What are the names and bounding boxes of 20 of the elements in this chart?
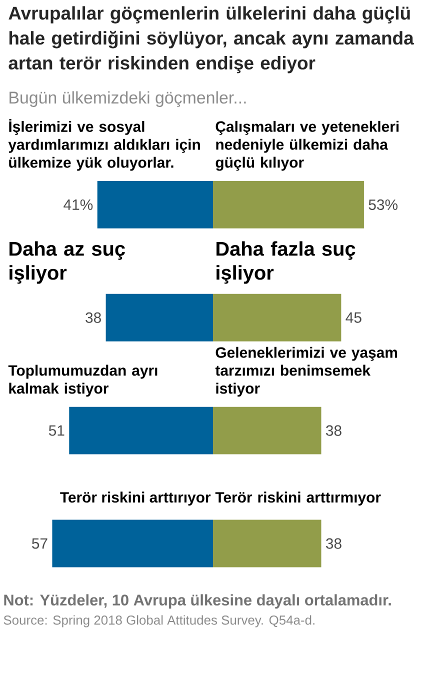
data-label: 38 <box>326 538 342 549</box>
data-label: 57 <box>32 538 48 549</box>
y-tick-label: İşlerimizi ve sosyal yardımlarımızı aldıkları için ülkemize yük oluyorlar. <box>8 119 200 171</box>
data-label: 45 <box>346 312 362 323</box>
y-tick-label: Toplumumuzdan ayrı kalmak istiyor <box>8 364 158 397</box>
chart-subtitle: Bugün ülkemizdeki göçmenler... <box>10 91 246 108</box>
y-tick-label: Terör riskini arttırmıyor <box>215 492 381 506</box>
y-tick-label: Terör riskini arttırıyor <box>60 492 211 506</box>
chart-title: Avrupalılar göçmenlerin ülkelerini daha güçlü hale getirdiğini söylüyor, ancak aynı zamanda artan terör riskinden endişe ediyor <box>8 6 414 74</box>
annotation: Not: Yüzdeler, 10 Avrupa ülkesine dayalı ortalamadır. <box>4 594 391 609</box>
data-label: 38 <box>326 425 342 436</box>
y-tick-label: Çalışmaları ve yetenekleri nedeniyle ülkemizi daha güçlü kılıyor <box>216 120 399 171</box>
source-note: Source: Spring 2018 Global Attitudes Survey. Q54a-d. <box>4 615 314 628</box>
y-tick-label: Daha az suç işliyor <box>10 241 125 284</box>
data-label: 41% <box>64 199 93 210</box>
y-tick-label: Daha fazla suç işliyor <box>216 241 356 284</box>
data-label: 51 <box>48 425 64 436</box>
data-label: 53% <box>368 199 398 210</box>
data-label: 38 <box>86 312 101 323</box>
y-tick-label: Geleneklerimizi ve yaşam tarzımızı benimsemek istiyor <box>215 346 398 397</box>
